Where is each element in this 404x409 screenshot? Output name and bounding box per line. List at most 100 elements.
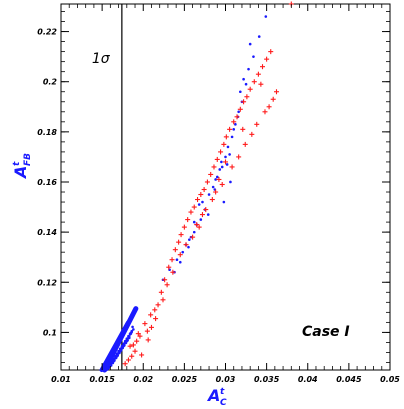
x-tick-label: 0.03 <box>216 375 236 384</box>
red-cross-point <box>132 348 138 354</box>
x-axis-title: A t C <box>206 386 227 408</box>
red-cross-point <box>155 302 161 308</box>
blue-dot-point <box>175 258 179 261</box>
one-sigma-line-group: 1σ <box>92 4 123 370</box>
red-cross-point <box>135 331 141 337</box>
red-cross-point <box>241 99 247 105</box>
blue-dot-point <box>117 351 120 355</box>
red-cross-point <box>191 204 197 210</box>
blue-dot-point <box>215 175 219 179</box>
svg-text:FB: FB <box>23 153 33 166</box>
y-tick-label: 0.16 <box>37 178 57 187</box>
blue-dot-point <box>252 55 255 58</box>
red-cross-point <box>190 234 196 240</box>
blue-dot-point <box>207 193 211 196</box>
blue-dot-point <box>122 344 125 348</box>
blue-dot-point <box>181 250 185 254</box>
blue-dot-point <box>118 349 122 353</box>
blue-dot-point <box>187 245 190 249</box>
x-tick-label: 0.04 <box>298 375 318 384</box>
red-cross-point <box>160 297 166 303</box>
blue-dense-band-lower <box>99 320 130 372</box>
x-tick-label: 0.05 <box>380 375 400 384</box>
red-cross-point <box>199 212 205 218</box>
red-cross-point <box>242 141 248 147</box>
red-cross-point <box>122 361 128 367</box>
blue-dot-point <box>199 218 203 221</box>
red-cross-point <box>240 126 246 132</box>
red-cross-point <box>137 333 143 339</box>
red-cross-point <box>249 131 255 137</box>
red-cross-point <box>198 192 204 198</box>
red-cross-point <box>221 141 227 147</box>
svg-text:t: t <box>220 387 225 397</box>
x-tick-label: 0.02 <box>133 375 153 384</box>
red-cross-point <box>172 247 178 253</box>
svg-text:A: A <box>11 166 30 180</box>
red-cross-point <box>273 89 279 95</box>
red-cross-point <box>139 352 145 358</box>
red-cross-point <box>262 109 268 115</box>
blue-dot-point <box>192 220 196 224</box>
red-cross-point <box>214 156 220 162</box>
red-cross-point <box>148 324 154 330</box>
blue-dot-point <box>131 325 134 329</box>
red-cross-point <box>196 224 202 230</box>
x-tick-label: 0.025 <box>172 375 198 384</box>
blue-dot-point <box>125 339 129 343</box>
red-cross-point <box>268 49 274 55</box>
red-cross-point <box>213 189 219 195</box>
blue-dot-point <box>201 200 204 204</box>
blue-dot-point <box>206 213 210 216</box>
red-cross-point <box>158 289 164 295</box>
blue-dot-point <box>123 341 127 345</box>
x-axis-ticks: 0.01 0.015 0.02 0.025 0.03 0.035 0.04 0.045 0.05 <box>51 4 400 384</box>
blue-dot-point <box>113 356 117 360</box>
blue-dot-point <box>230 135 234 139</box>
red-cross-point <box>194 222 200 228</box>
red-cross-point <box>164 282 170 288</box>
red-cross-point <box>162 277 168 283</box>
red-cross-point <box>127 343 133 349</box>
red-cross-point <box>176 239 182 245</box>
blue-dot-point <box>110 361 114 365</box>
y-tick-label: 0.14 <box>37 228 57 237</box>
red-cross-point <box>270 96 276 102</box>
red-cross-point <box>134 338 140 344</box>
x-tick-label: 0.015 <box>89 375 115 384</box>
red-cross-point <box>185 217 191 223</box>
blue-dot-point <box>237 110 240 114</box>
red-cross-point <box>177 252 183 258</box>
blue-dot-point <box>211 185 215 189</box>
x-tick-label: 0.045 <box>336 375 362 384</box>
red-cross-point <box>148 312 154 318</box>
y-tick-label: 0.12 <box>37 278 57 287</box>
one-sigma-label: 1σ <box>92 51 111 67</box>
red-cross-point <box>254 121 260 127</box>
red-cross-point <box>223 159 228 165</box>
plot-frame <box>60 3 391 371</box>
x-tick-label: 0.01 <box>51 375 71 384</box>
blue-dot-point <box>239 90 242 94</box>
red-cross-point <box>170 269 176 275</box>
red-cross-point <box>152 307 158 313</box>
red-cross-point <box>247 86 253 92</box>
red-cross-point <box>234 114 240 120</box>
red-cross-point <box>203 207 209 213</box>
data-points <box>99 1 294 373</box>
blue-dot-point <box>242 77 245 81</box>
blue-dot-point <box>228 153 231 156</box>
blue-dot-point <box>222 200 226 204</box>
red-cross-point <box>145 337 151 343</box>
red-cross-point <box>188 209 194 215</box>
blue-dot-point <box>129 331 133 335</box>
red-cross-point <box>125 357 131 363</box>
svg-text:C: C <box>220 398 227 408</box>
red-cross-point <box>208 171 214 177</box>
red-cross-point <box>195 197 201 203</box>
red-cross-point <box>183 242 189 248</box>
blue-dot-point <box>229 180 232 184</box>
blue-dot-point <box>225 163 229 166</box>
y-axis-ticks: 0.1 0.12 0.14 0.16 0.18 0.2 0.22 <box>37 11 390 363</box>
